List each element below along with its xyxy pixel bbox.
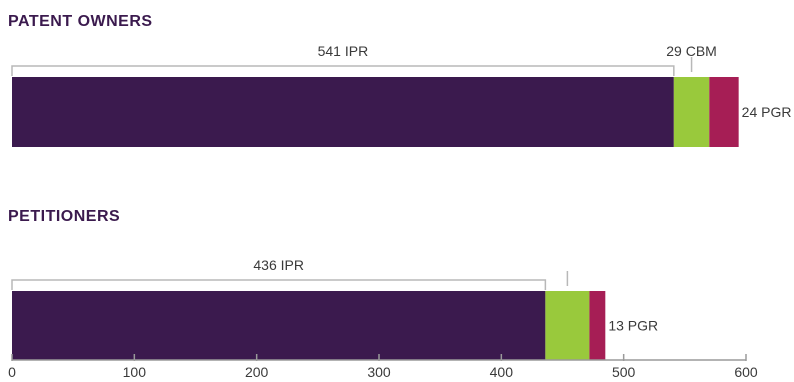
tick-label: 500 [612, 364, 636, 380]
ipr-bracket [11, 65, 675, 76]
pgr-label: 13 PGR [608, 318, 658, 334]
bar-group: PATENT OWNERS 541 IPR 29 CBM 24 PGR [8, 13, 791, 147]
bar-segment-ipr [12, 77, 674, 147]
tick-label: 300 [367, 364, 391, 380]
bar-group: PETITIONERS 436 IPR 13 PGR [8, 208, 658, 360]
section-title: PETITIONERS [8, 208, 120, 225]
tick-label: 100 [123, 364, 147, 380]
ipr-label: 541 IPR [318, 43, 369, 59]
bar-segment-cbm [545, 291, 590, 360]
ipr-bracket [11, 279, 547, 290]
tick-label: 0 [8, 364, 16, 380]
section-title: PATENT OWNERS [8, 13, 153, 30]
bar-segment-pgr [589, 291, 606, 360]
tick-label: 600 [734, 364, 758, 380]
x-axis: 0 100 200 300 400 500 600 [8, 354, 758, 380]
tick-label: 200 [245, 364, 269, 380]
ipr-label: 436 IPR [253, 257, 304, 273]
bar-segment-cbm [673, 77, 710, 147]
tick-label: 400 [490, 364, 514, 380]
bar-segment-ipr [12, 291, 546, 360]
bar-segment-pgr [709, 77, 739, 147]
cbm-label: 29 CBM [666, 43, 717, 59]
pgr-label: 24 PGR [742, 104, 792, 120]
